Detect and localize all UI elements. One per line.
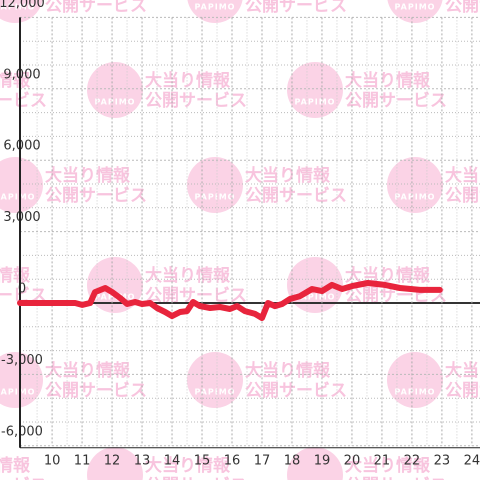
x-tick-label: 24 xyxy=(464,454,480,469)
watermark-text: 大当り情報 xyxy=(0,70,31,91)
watermark-text: 公開サービス xyxy=(345,91,447,111)
watermark-text: 大当り情報 xyxy=(445,360,480,381)
watermark-logo-text: PAPIMO xyxy=(395,3,436,12)
watermark-logo-text: PAPIMO xyxy=(95,98,136,107)
watermark-logo-text: PAPIMO xyxy=(395,193,436,202)
watermark-text: 公開サービス xyxy=(345,476,447,480)
watermark-logo-text: PAPIMO xyxy=(295,98,336,107)
x-tick-label: 16 xyxy=(224,454,241,469)
watermark-logo-text: PAPIMO xyxy=(0,388,35,397)
watermark-logo xyxy=(0,352,43,408)
x-tick-label: 11 xyxy=(74,454,91,469)
y-tick-label: -3,000 xyxy=(1,353,43,368)
x-tick-label: 20 xyxy=(344,454,361,469)
watermark-logo xyxy=(87,257,143,313)
watermark-text: 公開サービス xyxy=(145,476,247,480)
watermark-logo xyxy=(187,352,243,408)
watermark-logo-text: PAPIMO xyxy=(395,388,436,397)
x-tick-label: 12 xyxy=(104,454,121,469)
watermark-text: 公開サービス xyxy=(445,381,480,401)
watermark-logo-text: PAPIMO xyxy=(195,3,236,12)
x-tick-label: 23 xyxy=(434,454,451,469)
watermark-text: 公開サービス xyxy=(145,91,247,111)
x-tick-label: 18 xyxy=(284,454,301,469)
watermark-logo xyxy=(287,62,343,118)
watermark-text: 公開サービス xyxy=(45,381,147,401)
watermark-logo xyxy=(387,157,443,213)
data-line xyxy=(17,280,443,321)
x-tick-label: 15 xyxy=(194,454,211,469)
watermark-logo-text: PAPIMO xyxy=(0,193,35,202)
watermark-logo-text: PAPIMO xyxy=(195,193,236,202)
watermark-text: 大当り情報 xyxy=(245,165,331,186)
x-tick-label: 10 xyxy=(44,454,61,469)
watermark-text: 大当り情報 xyxy=(0,265,31,286)
watermark-text: 大当り情報 xyxy=(145,70,231,91)
y-tick-label: 0 xyxy=(18,282,26,297)
watermark-text: 公開サービス xyxy=(245,186,347,206)
watermark-logo xyxy=(187,157,243,213)
x-tick-label: 19 xyxy=(314,454,331,469)
watermark-logo-text: PAPIMO xyxy=(195,388,236,397)
watermark-text: 大当り情報 xyxy=(245,360,331,381)
y-tick-label: 9,000 xyxy=(3,67,40,82)
watermark-text: 大当り情報 xyxy=(45,360,131,381)
watermark-logo xyxy=(287,447,343,480)
watermark-logo xyxy=(0,0,43,23)
watermark-text: 大当り情報 xyxy=(345,70,431,91)
watermark-text: 大当り情報 xyxy=(345,455,431,476)
watermark-text: 公開サービス xyxy=(445,186,480,206)
y-tick-label: 12,000 xyxy=(0,0,45,11)
x-tick-label: 13 xyxy=(134,454,151,469)
watermark-text: 大当り情報 xyxy=(145,265,231,286)
watermark-text: 大当り情報 xyxy=(45,165,131,186)
x-tick-label: 21 xyxy=(374,454,391,469)
watermark-logo xyxy=(87,447,143,480)
watermark-text: 公開サービス xyxy=(0,476,47,480)
x-tick-label: 17 xyxy=(254,454,271,469)
watermark-text: 公開サービス xyxy=(145,286,247,306)
watermark-text: 公開サービス xyxy=(45,186,147,206)
watermark-text: 公開サービス xyxy=(0,91,47,111)
watermark-text: 公開サービス xyxy=(245,0,347,16)
watermark-text: 公開サービス xyxy=(45,0,147,16)
x-tick-label: 14 xyxy=(164,454,181,469)
watermark-text: 大当り情報 xyxy=(0,455,31,476)
watermark-text: 大当り情報 xyxy=(445,165,480,186)
watermark-logo xyxy=(287,257,343,313)
x-tick-label: 22 xyxy=(404,454,421,469)
watermark-logo-text: PAPIMO xyxy=(295,293,336,302)
watermark-logo xyxy=(387,352,443,408)
watermark-logo xyxy=(0,157,43,213)
y-tick-label: 3,000 xyxy=(3,210,40,225)
y-tick-label: 6,000 xyxy=(3,139,40,154)
watermark-text: 大当り情報 xyxy=(145,455,231,476)
watermark-text: 公開サービス xyxy=(445,0,480,16)
watermark-logo xyxy=(87,62,143,118)
y-tick-label: -6,000 xyxy=(1,424,43,439)
watermark-logo-text: PAPIMO xyxy=(0,3,35,12)
